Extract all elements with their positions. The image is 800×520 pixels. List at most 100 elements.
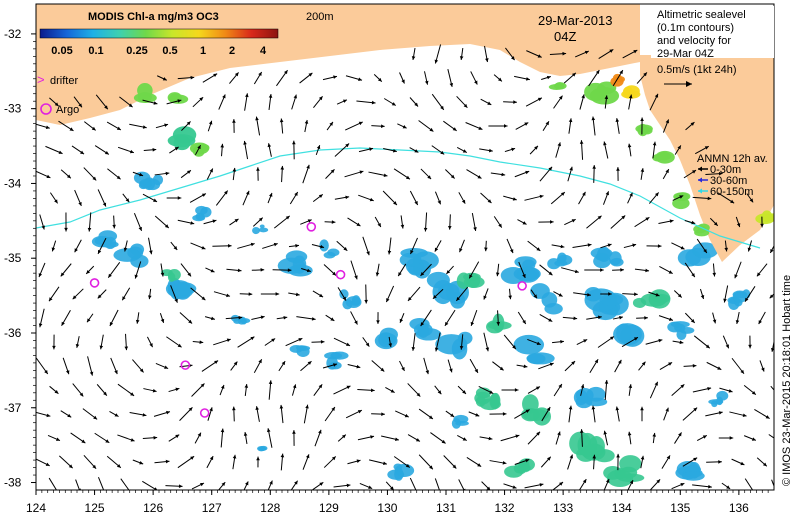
y-tick--32: -32 (4, 27, 22, 41)
velocity-arrow (170, 285, 178, 303)
velocity-arrow (747, 240, 753, 252)
velocity-arrow (488, 124, 508, 128)
velocity-arrow (123, 240, 128, 252)
anmn-item-label-0: 0-30m (710, 164, 741, 176)
velocity-arrow (333, 385, 351, 395)
velocity-arrow (612, 268, 624, 272)
velocity-arrow (615, 118, 620, 134)
velocity-arrow (662, 168, 670, 180)
velocity-arrow (492, 361, 504, 371)
velocity-arrow (555, 431, 561, 445)
velocity-arrow (324, 406, 336, 422)
velocity-arrow (267, 192, 273, 204)
velocity-arrow (479, 148, 493, 153)
velocity-arrow (312, 290, 324, 298)
velocity-arrow (61, 310, 71, 326)
chl-patch (681, 471, 705, 481)
velocity-arrow (179, 312, 193, 324)
velocity-arrow (60, 263, 72, 277)
isobath-200m-line (36, 147, 761, 249)
velocity-arrow (292, 140, 296, 160)
velocity-arrow (230, 361, 238, 371)
velocity-arrow (684, 220, 696, 225)
velocity-arrow (347, 459, 361, 465)
velocity-arrow (358, 194, 374, 202)
velocity-arrow (610, 215, 626, 229)
velocity-arrow (242, 190, 250, 206)
velocity-arrow (347, 364, 361, 369)
velocity-arrow (769, 244, 774, 254)
velocity-arrow (166, 196, 182, 200)
velocity-arrow (572, 243, 592, 249)
velocity-arrow (83, 454, 97, 470)
velocity-arrow (237, 336, 255, 348)
y-axis-latitude: -32 -33 -34 -35 -36 -37 -38 (4, 27, 36, 490)
velocity-arrow (729, 411, 747, 417)
velocity-arrow (253, 71, 263, 85)
y-tick--38: -38 (4, 476, 22, 490)
velocity-arrow (734, 261, 742, 279)
velocity-arrow (756, 263, 768, 277)
chl-patch (455, 420, 469, 426)
velocity-arrow (153, 410, 171, 417)
chl-patch (379, 327, 398, 342)
velocity-arrow (191, 383, 205, 397)
velocity-arrow (243, 481, 249, 490)
velocity-arrow (397, 123, 407, 129)
colorbar-title: MODIS Chl-a mg/m3 OC3 (88, 11, 219, 23)
velocity-arrow (397, 263, 407, 277)
velocity-arrow (731, 357, 745, 375)
velocity-arrow (470, 71, 478, 85)
velocity-arrow (170, 241, 178, 251)
chl-patch (620, 466, 638, 479)
velocity-arrow (124, 333, 129, 351)
velocity-arrow (458, 192, 466, 204)
velocity-arrow (735, 311, 740, 325)
anmn-item-1: 30-60m (698, 175, 747, 187)
velocity-arrow (38, 308, 45, 328)
velocity-arrow (374, 216, 382, 228)
velocity-arrow (177, 75, 195, 80)
velocity-arrow (638, 361, 646, 371)
velocity-arrow (465, 122, 483, 130)
velocity-arrow (311, 340, 325, 344)
velocity-arrow (549, 51, 567, 56)
velocity-arrow (260, 292, 280, 296)
chl-patch (133, 171, 151, 185)
velocity-arrow (538, 220, 554, 224)
velocity-arrow (552, 481, 564, 490)
velocity-arrow (542, 121, 550, 131)
velocity-arrow (640, 455, 645, 469)
colorbar-tick-2: 0.25 (126, 45, 147, 57)
velocity-arrow (515, 122, 529, 130)
velocity-arrow (514, 170, 530, 178)
chl-patch (113, 248, 142, 262)
velocity-arrow (506, 238, 514, 254)
velocity-arrow (52, 334, 56, 350)
chl-patch (426, 271, 450, 289)
velocity-arrow (268, 380, 273, 400)
velocity-arrow (97, 189, 107, 207)
velocity-arrow (74, 239, 82, 253)
velocity-arrow (218, 481, 226, 490)
velocity-arrow (289, 191, 299, 205)
velocity-arrow (468, 411, 480, 417)
velocity-arrow (264, 338, 276, 346)
velocity-arrow (746, 193, 754, 203)
velocity-arrow (553, 383, 563, 397)
velocity-arrow (132, 171, 144, 177)
velocity-arrow (480, 98, 492, 106)
velocity-arrow (423, 357, 430, 375)
velocity-arrow (418, 454, 434, 470)
velocity-arrow (468, 261, 480, 279)
velocity-arrow (333, 483, 351, 488)
velocity-arrow (600, 292, 612, 296)
velocity-arrow (434, 44, 442, 64)
velocity-arrow (760, 216, 764, 228)
velocity-arrow (564, 218, 576, 226)
velocity-arrow (527, 338, 541, 346)
y-tick--34: -34 (4, 176, 22, 190)
altimetry-legend-box (651, 6, 774, 58)
velocity-arrow (573, 292, 591, 297)
